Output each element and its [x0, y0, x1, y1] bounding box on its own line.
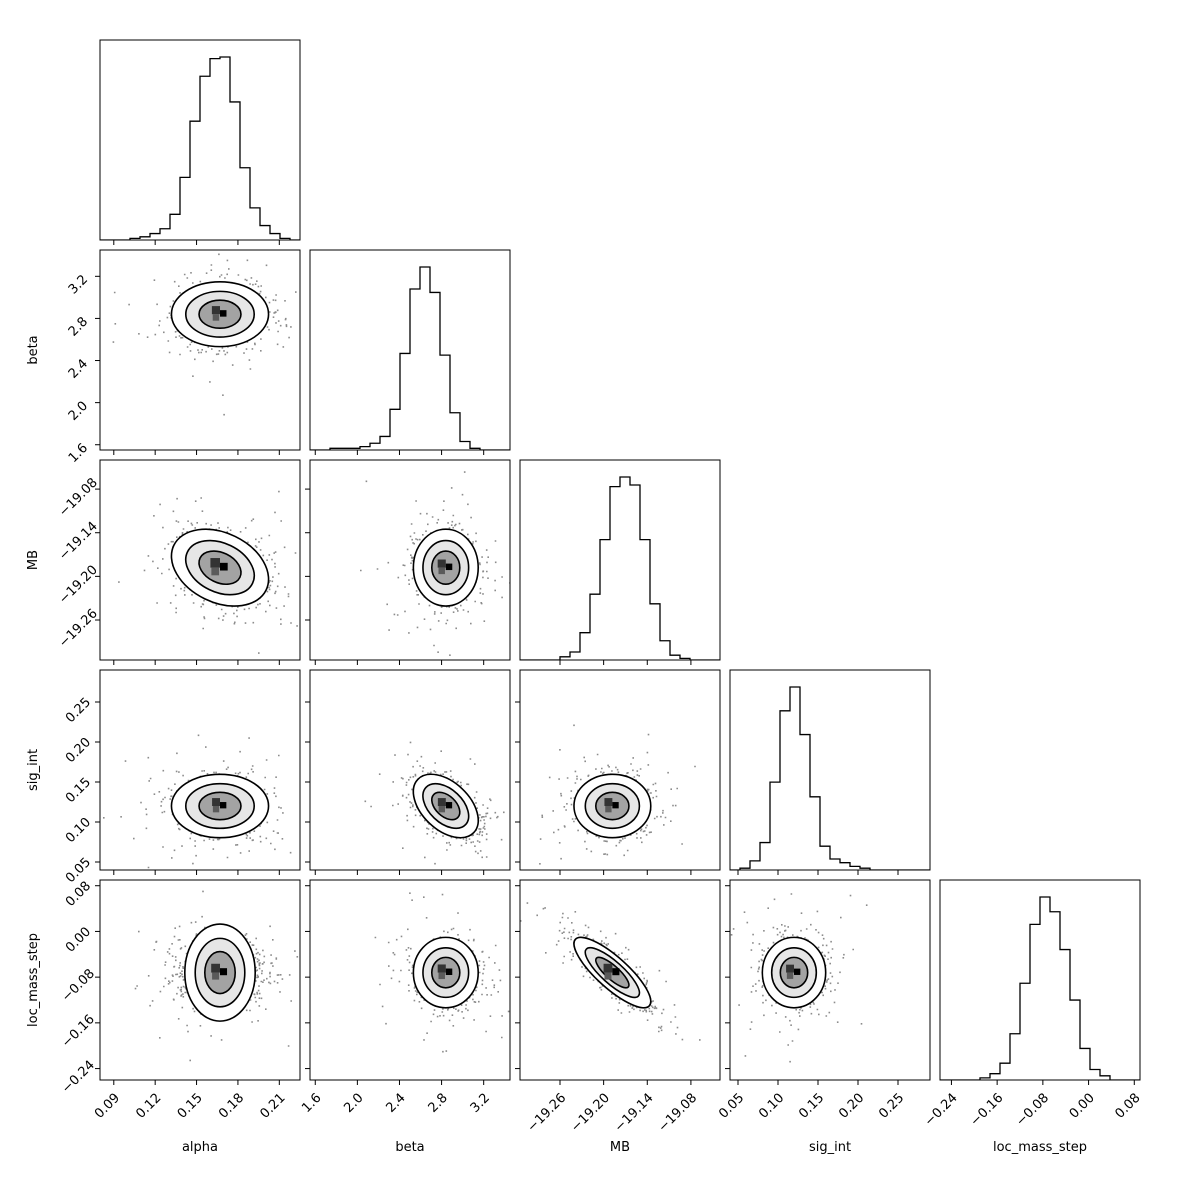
- density-block: [604, 798, 613, 806]
- panel-body: [134, 890, 299, 1062]
- scatter-panel-sig_int-vs-MB: [515, 669, 721, 875]
- density-block: [603, 963, 613, 973]
- density-block: [220, 310, 227, 317]
- panels: 1.62.02.42.83.2−19.26−19.20−19.14−19.080…: [26, 39, 1144, 1155]
- panel-frame: [99, 39, 301, 241]
- density-block: [438, 806, 445, 813]
- density-block: [211, 963, 220, 973]
- panel-body: [520, 902, 701, 1041]
- panel-body: [730, 893, 868, 1063]
- panel-frame: [99, 459, 301, 661]
- hist-panel-beta: [309, 249, 511, 455]
- histogram-step-loc_mass_step: [940, 896, 1140, 1080]
- density-block: [437, 964, 446, 973]
- panel-frame: [99, 879, 301, 1081]
- panel-body: [730, 686, 930, 870]
- density-block: [212, 798, 220, 806]
- density-block: [212, 806, 220, 813]
- density-block: [786, 972, 794, 979]
- x-axis-label-sig_int: sig_int: [809, 1140, 851, 1155]
- scatter-panel-sig_int-vs-beta: [305, 669, 511, 875]
- panel-body: [118, 490, 298, 654]
- scatter-points: [520, 902, 701, 1041]
- density-block: [604, 972, 612, 980]
- x-axis-label-beta: beta: [395, 1140, 424, 1155]
- hist-panel-alpha: [99, 39, 301, 245]
- histogram-step-MB: [520, 476, 720, 660]
- panel-frame: [939, 879, 1141, 1081]
- density-block: [211, 306, 220, 315]
- hist-panel-MB: [519, 459, 721, 665]
- y-axis-label-beta: beta: [26, 335, 41, 364]
- x-axis-label-MB: MB: [610, 1140, 630, 1155]
- panel-frame: [519, 879, 721, 1081]
- scatter-panel-MB-vs-beta: [305, 459, 511, 665]
- panel-body: [539, 724, 696, 865]
- panel-body: [103, 734, 292, 869]
- panel-frame: [729, 879, 931, 1081]
- histogram-step-beta: [310, 266, 510, 450]
- panel-frame: [519, 669, 721, 871]
- scatter-dots: [520, 902, 701, 1041]
- density-block: [445, 968, 453, 976]
- y-axis-label-sig_int: sig_int: [26, 749, 41, 791]
- density-block: [210, 558, 220, 568]
- panel-frame: [309, 459, 511, 661]
- panel-frame: [99, 669, 301, 871]
- density-block: [211, 567, 220, 576]
- density-block: [220, 562, 228, 571]
- density-block: [437, 559, 446, 568]
- density-block: [445, 802, 453, 809]
- density-block: [212, 972, 220, 980]
- panel-body: [364, 741, 505, 865]
- density-block: [220, 802, 227, 809]
- x-axis-label-loc_mass_step: loc_mass_step: [993, 1140, 1087, 1155]
- hist-panel-sig_int: [729, 669, 931, 875]
- density-block: [786, 964, 794, 973]
- x-axis-label-alpha: alpha: [182, 1140, 218, 1155]
- y-axis-label-MB: MB: [26, 550, 41, 570]
- panel-body: [940, 896, 1140, 1080]
- density-block: [438, 567, 445, 575]
- panel-body: [520, 476, 720, 660]
- density-block: [794, 968, 801, 975]
- density-block: [220, 968, 228, 976]
- density-block: [612, 968, 620, 976]
- density-block: [612, 802, 619, 809]
- panel-body: [374, 892, 510, 1053]
- density-block: [445, 563, 453, 571]
- histogram-step-sig_int: [730, 686, 930, 870]
- panel-frame: [729, 669, 931, 871]
- panel-body: [310, 266, 510, 450]
- panel-frame: [99, 249, 301, 451]
- histogram-step-alpha: [100, 56, 300, 240]
- panel-frame: [309, 669, 511, 871]
- panel-body: [112, 253, 297, 416]
- density-block: [438, 972, 445, 980]
- panel-body: [360, 471, 510, 656]
- panel-body: [100, 56, 300, 240]
- panel-frame: [309, 249, 511, 451]
- panel-frame: [519, 459, 721, 661]
- density-block: [212, 314, 220, 321]
- y-axis-label-loc_mass_step: loc_mass_step: [26, 933, 41, 1027]
- panel-frame: [309, 879, 511, 1081]
- density-block: [437, 798, 446, 806]
- density-block: [605, 806, 612, 813]
